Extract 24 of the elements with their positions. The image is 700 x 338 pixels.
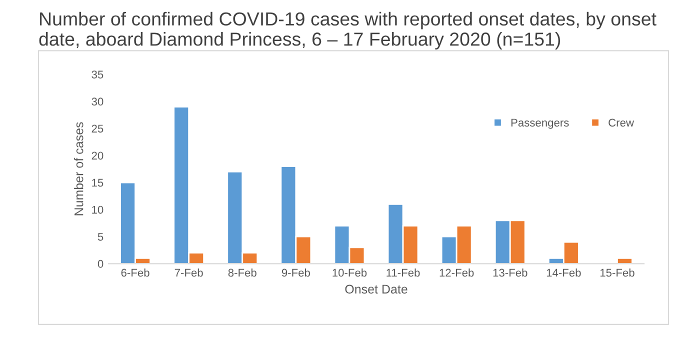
y-tick-label: 5 (98, 232, 104, 241)
x-tick-label: 10-Feb (332, 268, 367, 277)
y-tick-label: 10 (92, 206, 104, 214)
y-axis-title: Number of cases (74, 122, 84, 216)
y-tick-label: 35 (92, 70, 104, 78)
x-tick-label: 15-Feb (600, 268, 634, 277)
x-tick-label: 13-Feb (493, 268, 528, 277)
x-tick-label: 8-Feb (228, 268, 256, 277)
legend-label: Crew (608, 118, 634, 127)
legend-label: Passengers (511, 118, 569, 129)
x-tick-label: 9-Feb (282, 268, 310, 277)
x-tick-label: 11-Feb (386, 268, 420, 277)
y-tick-label: 15 (92, 178, 104, 187)
x-tick-label: 6-Feb (121, 268, 150, 277)
x-tick-label: 7-Feb (174, 268, 203, 277)
y-tick-label: 0 (98, 260, 104, 268)
y-tick-label: 20 (92, 152, 104, 160)
x-axis-title: Onset Date (345, 284, 408, 294)
x-tick-label: 12-Feb (440, 268, 474, 277)
chart-title: Number of confirmed COVID-19 cases with reported onset dates, by onset date, aboard Diamond Princess, 6 – 17 February 2020 (n=151) (39, 12, 656, 50)
y-tick-label: 30 (92, 98, 104, 106)
bar (616, 258, 633, 264)
x-tick-label: 14-Feb (546, 268, 581, 277)
y-tick-label: 25 (92, 124, 104, 133)
